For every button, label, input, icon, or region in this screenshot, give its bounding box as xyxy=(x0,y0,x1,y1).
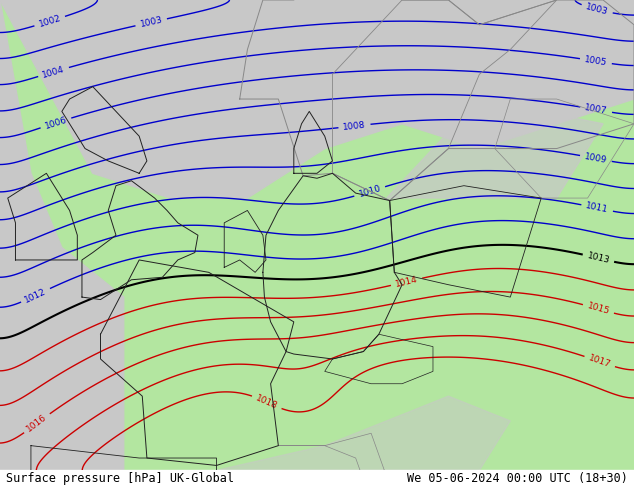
Text: 1002: 1002 xyxy=(37,14,62,29)
Polygon shape xyxy=(0,0,634,198)
Text: 1014: 1014 xyxy=(394,275,418,289)
Text: 1003: 1003 xyxy=(139,15,164,29)
Text: Surface pressure [hPa] UK-Global: Surface pressure [hPa] UK-Global xyxy=(6,472,235,485)
Text: 1005: 1005 xyxy=(584,55,608,68)
Text: 1009: 1009 xyxy=(584,152,608,165)
Polygon shape xyxy=(387,99,603,198)
Polygon shape xyxy=(216,396,510,470)
Polygon shape xyxy=(0,0,124,470)
Text: 1013: 1013 xyxy=(586,251,611,265)
Text: 1007: 1007 xyxy=(584,103,608,116)
Text: We 05-06-2024 00:00 UTC (18+30): We 05-06-2024 00:00 UTC (18+30) xyxy=(407,472,628,485)
Text: 1015: 1015 xyxy=(586,301,611,317)
Text: 1003: 1003 xyxy=(585,2,609,17)
Text: 1008: 1008 xyxy=(342,120,366,132)
Text: 1012: 1012 xyxy=(23,287,48,304)
Text: 1004: 1004 xyxy=(41,64,66,79)
Text: 1010: 1010 xyxy=(358,184,382,199)
Text: 1016: 1016 xyxy=(25,413,49,434)
Text: 1017: 1017 xyxy=(587,354,612,369)
Text: 1018: 1018 xyxy=(254,393,279,411)
Text: 1011: 1011 xyxy=(585,201,609,215)
Text: 1006: 1006 xyxy=(44,115,68,131)
